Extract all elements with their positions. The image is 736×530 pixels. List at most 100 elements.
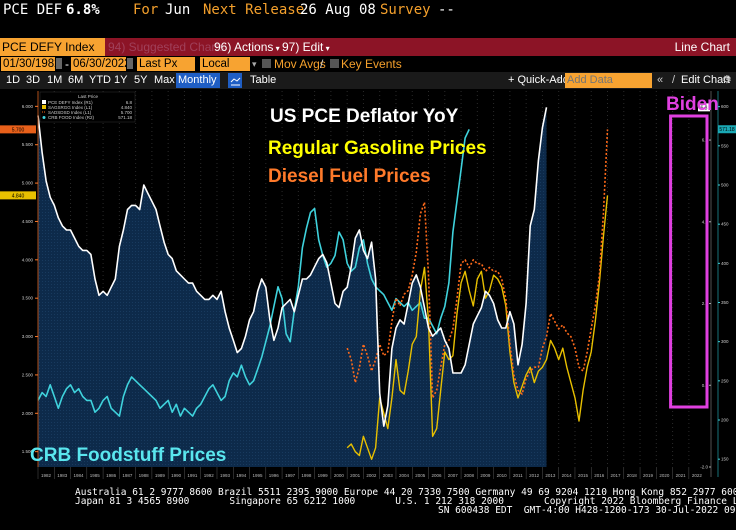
range-1y[interactable]: 1Y xyxy=(114,74,128,86)
left-last-value-label: 5.700 xyxy=(12,127,25,133)
table-button[interactable]: Table xyxy=(250,74,277,86)
for-value: Jun xyxy=(165,2,191,18)
survey-label: Survey xyxy=(380,2,431,18)
left-tick-label: 5.000 xyxy=(22,181,34,186)
for-label: For xyxy=(133,2,159,18)
survey-value: -- xyxy=(438,2,455,18)
x-tick-label: 2004 xyxy=(399,473,410,478)
range-3d[interactable]: 3D xyxy=(26,74,41,86)
legend-value-crb: 571.18 xyxy=(118,115,132,120)
pce-area-fill xyxy=(38,107,547,468)
start-date-field[interactable]: 01/30/1982 xyxy=(1,57,61,71)
x-tick-label: 2022 xyxy=(692,473,703,478)
right1-tick-label: 0.0 xyxy=(702,383,709,388)
x-tick-label: 1995 xyxy=(253,473,264,478)
frequency-select[interactable]: Monthly ▼ xyxy=(176,73,220,100)
actions-menu[interactable]: 96) Actions ▾ xyxy=(214,38,280,58)
x-tick-label: 2016 xyxy=(594,473,605,478)
gasoline-line xyxy=(346,195,609,460)
left-tick-label: 3.000 xyxy=(22,334,34,339)
chevron-down-icon[interactable]: ▾ xyxy=(556,76,561,85)
range-1m[interactable]: 1M xyxy=(47,74,63,86)
right2-tick-label: 500 xyxy=(721,183,729,188)
gear-icon[interactable]: ⚙ xyxy=(722,74,732,86)
x-tick-label: 1984 xyxy=(74,473,85,478)
x-tick-label: 2010 xyxy=(497,473,508,478)
annotation-gasoline: Regular Gasoline Prices xyxy=(268,138,487,159)
right2-tick-label: 200 xyxy=(721,418,729,423)
calendar-icon[interactable] xyxy=(127,58,133,69)
annotation-pce: US PCE Deflator YoY xyxy=(270,106,459,127)
annotation-biden: Biden xyxy=(666,94,719,115)
footer-session-line: SN 600438 EDT GMT-4:00 H428-1200-173 30-… xyxy=(438,505,736,516)
mov-avgs-checkbox[interactable] xyxy=(262,59,271,68)
range-1d[interactable]: 1D xyxy=(6,74,21,86)
left-tick-label: 4.000 xyxy=(22,257,34,262)
x-tick-label: 2006 xyxy=(432,473,443,478)
x-tick-label: 1983 xyxy=(57,473,68,478)
price-field-select[interactable]: Last Px xyxy=(137,57,195,71)
range-ytd[interactable]: YTD xyxy=(89,74,111,86)
line-style-button[interactable] xyxy=(228,73,242,88)
legend-title: Last Price xyxy=(78,94,99,99)
collapse-icon[interactable]: « xyxy=(657,74,664,86)
right1-tick-label: 4.0 xyxy=(702,219,709,224)
ticker-short: PCE DEF xyxy=(3,2,63,18)
legend-entry-diesel: SADSDSD Index (L1) xyxy=(48,110,92,115)
footer-contacts-line2: Japan 81 3 4565 8900 Singapore 65 6212 1… xyxy=(75,496,736,507)
x-tick-label: 1999 xyxy=(318,473,329,478)
x-tick-label: 1988 xyxy=(139,473,150,478)
legend-value-pce: 6.8 xyxy=(126,100,133,105)
pencil-icon[interactable]: / xyxy=(320,57,324,71)
x-tick-label: 1992 xyxy=(204,473,215,478)
range-bar: 1D 3D 1M 6M YTD 1Y 5Y Max Monthly ▼ Tabl… xyxy=(0,72,736,100)
left-tick-label: 3.500 xyxy=(22,296,34,301)
right2-tick-label: 600 xyxy=(721,104,729,109)
x-tick-label: 1989 xyxy=(155,473,166,478)
x-tick-label: 2014 xyxy=(562,473,573,478)
edit-chart-button[interactable]: Edit Chart xyxy=(681,74,730,86)
right1-last-value-tag xyxy=(698,103,710,112)
left-tick-label: 5.500 xyxy=(22,142,34,147)
end-date-field[interactable]: 06/30/2022 xyxy=(71,57,131,71)
ticker-field[interactable]: PCE DEFY Index xyxy=(0,38,105,56)
right1-last-value-label: 6.8 xyxy=(701,105,708,111)
x-tick-label: 2013 xyxy=(545,473,556,478)
x-tick-label: 2020 xyxy=(659,473,670,478)
x-tick-label: 2021 xyxy=(676,473,687,478)
calendar-icon[interactable] xyxy=(56,58,62,69)
x-tick-label: 1997 xyxy=(285,473,296,478)
right2-last-value-tag xyxy=(718,125,736,134)
range-max[interactable]: Max xyxy=(154,74,175,86)
x-tick-label: 1985 xyxy=(90,473,101,478)
x-tick-label: 2015 xyxy=(578,473,589,478)
legend-box xyxy=(39,91,136,123)
edit-menu[interactable]: 97) Edit ▾ xyxy=(282,38,330,58)
frequency-label: Monthly xyxy=(178,74,217,86)
right2-tick-label: 150 xyxy=(721,457,729,462)
suggested-charts-button[interactable]: 94) Suggested Charts xyxy=(108,40,225,54)
legend-swatch-crb xyxy=(42,116,46,119)
line-chart-icon xyxy=(230,77,241,86)
right1-tick-label: 6.0 xyxy=(702,138,709,143)
right1-tick-label: 2.0 xyxy=(702,301,709,306)
add-data-input[interactable] xyxy=(565,73,652,88)
legend-value-gasoline: 4.840 xyxy=(121,105,133,110)
legend: Last Price PCE DEFY Index (R1) 6.8 SAGSR… xyxy=(39,91,136,123)
x-tick-label: 2017 xyxy=(610,473,621,478)
left-tick-label: 1.500 xyxy=(22,449,34,454)
chevron-down-icon: ▾ xyxy=(273,44,280,53)
x-tick-label: 2012 xyxy=(529,473,540,478)
range-5y[interactable]: 5Y xyxy=(134,74,148,86)
currency-select[interactable]: Local CCY xyxy=(200,57,250,84)
quick-add-button[interactable]: + Quick-Add xyxy=(508,74,569,86)
x-tick-label: 1993 xyxy=(220,473,231,478)
key-events-checkbox[interactable] xyxy=(330,59,339,68)
chevron-down-icon[interactable]: ▾ xyxy=(252,59,257,69)
x-tick-label: 1996 xyxy=(269,473,280,478)
range-6m[interactable]: 6M xyxy=(68,74,84,86)
description-line: US Personal Consumption Expenditure Bure… xyxy=(0,20,736,73)
legend-entry-crb: CRB FOOD Index (R2) xyxy=(48,115,95,120)
x-tick-label: 2002 xyxy=(366,473,377,478)
left-last-value-label: 4.840 xyxy=(12,193,25,199)
